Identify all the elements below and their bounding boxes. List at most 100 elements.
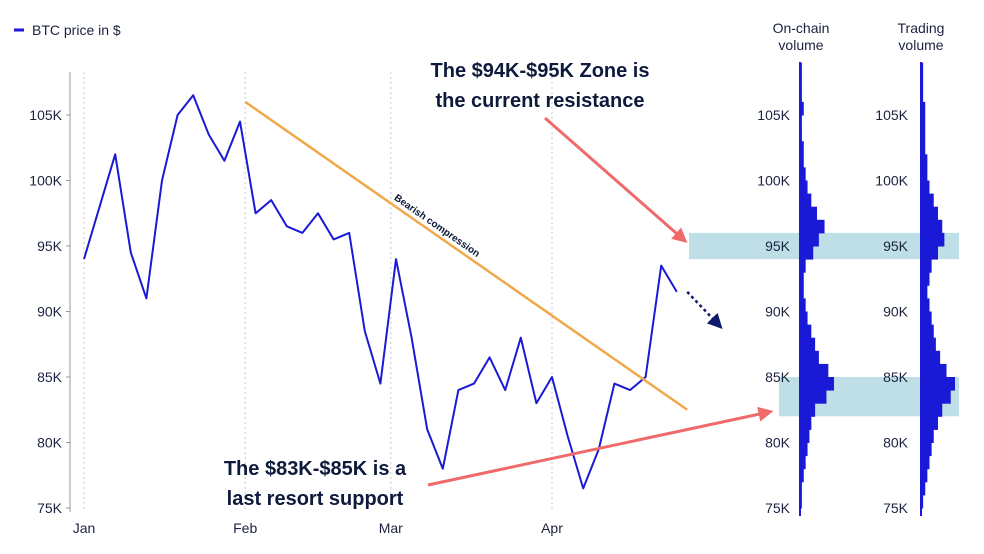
profile-y-tick-label: 95K xyxy=(883,238,909,254)
volume-bar xyxy=(921,350,941,365)
volume-bar xyxy=(800,442,808,457)
y-tick-label: 105K xyxy=(29,107,62,123)
x-tick-label: Jan xyxy=(73,520,96,536)
volume-bar xyxy=(800,416,812,430)
volume-bar xyxy=(921,468,928,483)
volume-bar xyxy=(800,403,816,417)
profile-y-tick-label: 95K xyxy=(765,238,791,254)
volume-bar xyxy=(921,416,938,430)
volume-bar xyxy=(800,468,804,483)
volume-bar xyxy=(921,429,934,443)
volume-bar xyxy=(921,311,932,326)
volume-bar xyxy=(921,128,926,142)
volume-bar xyxy=(800,232,819,247)
volume-bar xyxy=(800,494,802,509)
btc-price-line xyxy=(83,94,678,490)
volume-bar xyxy=(800,298,806,312)
onchain-header-line1: On-chain xyxy=(773,20,830,36)
volume-bar xyxy=(800,128,802,142)
volume-bar xyxy=(921,75,924,90)
volume-bar xyxy=(921,298,930,312)
y-tick-label: 100K xyxy=(29,173,62,189)
profile-y-tick-label: 80K xyxy=(765,435,791,451)
resistance-callout-line2: the current resistance xyxy=(436,90,645,112)
volume-bar xyxy=(921,141,926,155)
volume-bar xyxy=(800,363,829,378)
volume-bar xyxy=(921,101,926,116)
profile-y-tick-label: 100K xyxy=(875,173,908,189)
trend-label: Bearish compression xyxy=(392,193,482,260)
volume-bar xyxy=(921,154,928,168)
profile-y-tick-label: 105K xyxy=(875,107,908,123)
y-tick-label: 85K xyxy=(37,369,63,385)
volume-bar xyxy=(921,88,924,103)
support-arrow xyxy=(427,406,774,487)
onchain-volume-profile xyxy=(799,62,834,516)
trading-volume-profile xyxy=(920,62,955,516)
trading-header-line2: volume xyxy=(898,37,943,53)
profile-y-tick-label: 80K xyxy=(883,435,909,451)
legend-label: BTC price in $ xyxy=(32,22,121,38)
profile-y-tick-label: 90K xyxy=(883,304,909,320)
volume-bar xyxy=(921,219,943,234)
volume-bar xyxy=(800,259,806,273)
x-tick-label: Feb xyxy=(233,520,257,536)
volume-bar xyxy=(921,259,932,273)
volume-bar xyxy=(921,206,938,221)
volume-bar xyxy=(800,62,802,77)
volume-bar xyxy=(921,324,934,339)
volume-bar xyxy=(800,75,802,90)
resistance-arrow xyxy=(544,116,688,243)
volume-bar xyxy=(800,324,812,339)
volume-bar xyxy=(921,377,955,391)
profile-y-tick-label: 105K xyxy=(757,107,790,123)
volume-bar xyxy=(800,167,806,181)
y-tick-label: 80K xyxy=(37,435,63,451)
volume-bar xyxy=(800,180,808,195)
volume-bar xyxy=(800,272,804,286)
volume-bar xyxy=(800,193,812,208)
resistance-zone xyxy=(689,232,959,260)
support-callout-line2: last resort support xyxy=(227,488,404,510)
volume-bar xyxy=(921,455,930,470)
volume-bar xyxy=(800,455,806,470)
volume-bar xyxy=(921,285,928,299)
profile-y-tick-label: 85K xyxy=(883,369,909,385)
volume-bar xyxy=(921,363,947,378)
volume-bar xyxy=(921,167,928,181)
x-tick-label: Mar xyxy=(379,520,403,536)
resistance-callout-line1: The $94K-$95K Zone is xyxy=(431,60,650,82)
volume-bar xyxy=(921,403,943,417)
x-tick-label: Apr xyxy=(541,520,563,536)
volume-bar xyxy=(921,272,930,286)
volume-bar xyxy=(800,246,814,260)
volume-bar xyxy=(800,154,804,168)
main-y-ticks: 75K 80K 85K 90K 95K 100K 105K xyxy=(29,107,70,516)
volume-bar xyxy=(921,246,938,260)
volume-bar xyxy=(921,62,924,77)
volume-bar xyxy=(921,180,930,195)
volume-bar xyxy=(800,481,802,496)
volume-bar xyxy=(921,494,924,509)
volume-bar xyxy=(800,101,804,116)
volume-bar xyxy=(800,390,827,404)
volume-bar xyxy=(800,337,816,352)
volume-bar xyxy=(921,481,926,496)
profile-y-tick-label: 85K xyxy=(765,369,791,385)
volume-bar xyxy=(800,206,817,221)
volume-bar xyxy=(800,377,834,391)
y-tick-label: 75K xyxy=(37,500,63,516)
volume-bar xyxy=(921,442,932,457)
y-tick-label: 95K xyxy=(37,238,63,254)
volume-bar xyxy=(800,285,804,299)
bearish-trend-line xyxy=(244,100,688,411)
volume-bar xyxy=(921,390,951,404)
y-tick-label: 90K xyxy=(37,304,63,320)
onchain-y-ticks: 75K 80K 85K 90K 95K 100K 105K xyxy=(757,107,790,516)
projection-arrow xyxy=(686,290,723,329)
trading-header-line1: Trading xyxy=(898,20,945,36)
volume-bar xyxy=(800,141,804,155)
volume-bar xyxy=(921,232,945,247)
